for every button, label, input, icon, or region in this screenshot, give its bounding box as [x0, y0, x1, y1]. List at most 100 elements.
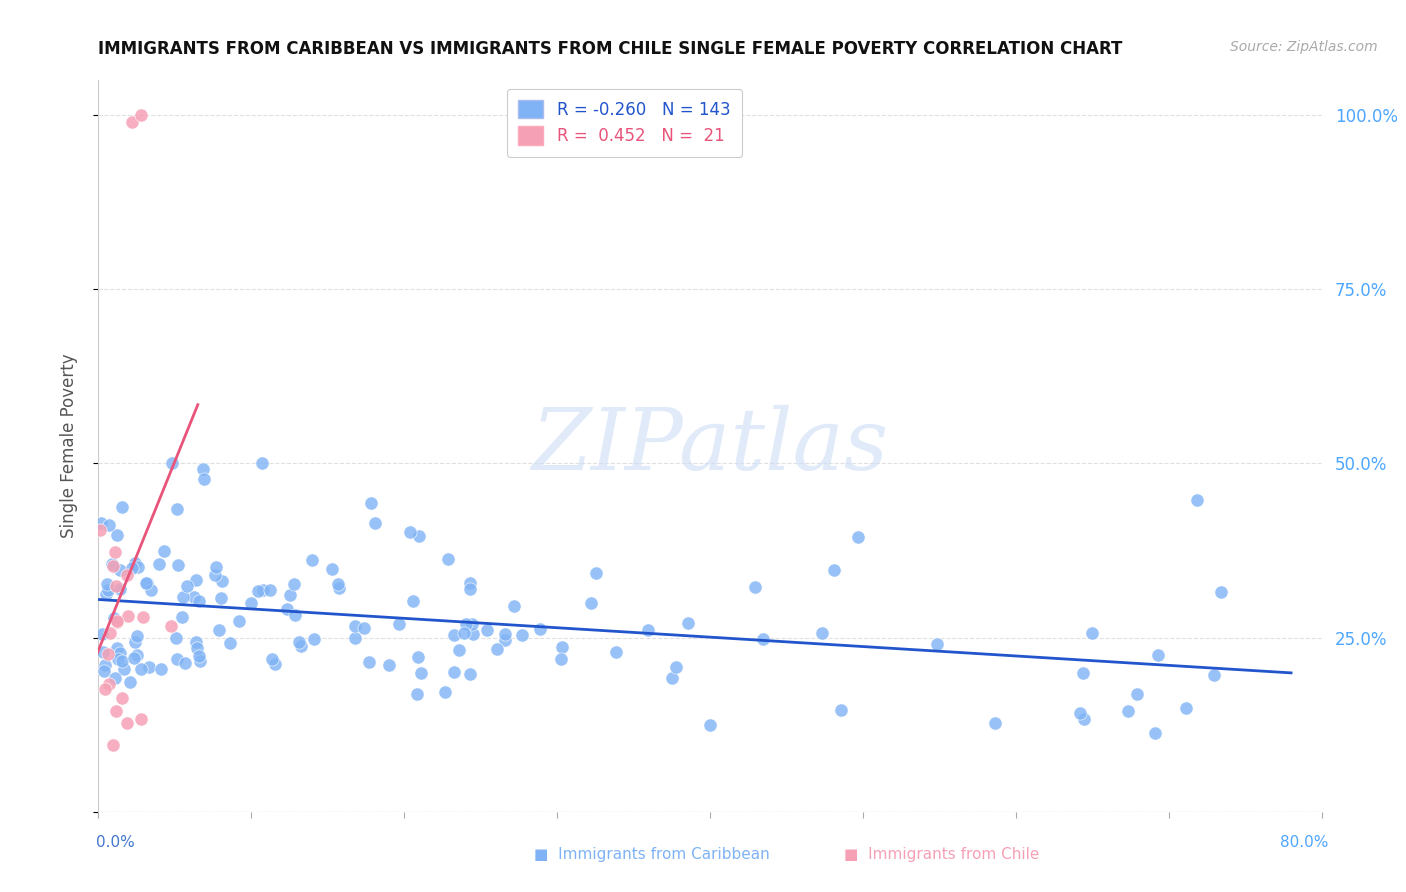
- Point: [186, 640, 208, 655]
- Point: [110, 563, 132, 577]
- Point: [485, 641, 508, 656]
- Point: [260, 651, 283, 665]
- Point: [1175, 701, 1198, 715]
- Point: [406, 650, 429, 665]
- Point: [811, 626, 834, 640]
- Point: [823, 563, 845, 577]
- Point: [101, 558, 124, 573]
- Point: [302, 632, 325, 646]
- Point: [205, 559, 228, 574]
- Point: [494, 627, 516, 641]
- Point: [135, 575, 157, 590]
- Point: [101, 557, 124, 571]
- Point: [443, 627, 465, 641]
- Point: [449, 642, 471, 657]
- Point: [276, 602, 298, 616]
- Point: [551, 640, 574, 654]
- Point: [149, 662, 172, 676]
- Point: [278, 588, 301, 602]
- Point: [399, 524, 422, 539]
- Point: [846, 530, 869, 544]
- Point: [209, 591, 232, 606]
- Point: [120, 674, 142, 689]
- Point: [344, 631, 367, 645]
- Point: [184, 573, 207, 587]
- Point: [360, 496, 382, 510]
- Point: [91, 627, 114, 641]
- Point: [550, 652, 572, 666]
- Point: [188, 654, 211, 668]
- Point: [172, 591, 194, 605]
- Point: [103, 610, 125, 624]
- Point: [239, 596, 262, 610]
- Point: [184, 635, 207, 649]
- Point: [1211, 584, 1233, 599]
- Point: [510, 627, 533, 641]
- Point: [463, 627, 485, 641]
- Point: [436, 552, 458, 566]
- Point: [166, 501, 188, 516]
- Point: [104, 705, 127, 719]
- Point: [228, 614, 250, 628]
- Point: [259, 582, 281, 597]
- Point: [585, 566, 607, 580]
- Point: [744, 580, 766, 594]
- Point: [328, 582, 350, 596]
- Point: [108, 582, 131, 596]
- Point: [129, 712, 152, 726]
- Point: [699, 718, 721, 732]
- Point: [94, 681, 117, 696]
- Point: [139, 582, 162, 597]
- Point: [409, 666, 432, 681]
- Point: [503, 599, 526, 613]
- Point: [166, 652, 188, 666]
- Point: [103, 738, 125, 752]
- Text: 0.0%: 0.0%: [96, 836, 135, 850]
- Point: [252, 457, 274, 471]
- Point: [165, 632, 187, 646]
- Point: [283, 576, 305, 591]
- Point: [93, 665, 115, 679]
- Point: [461, 617, 484, 632]
- Point: [97, 582, 120, 597]
- Point: [187, 594, 209, 608]
- Point: [104, 544, 127, 558]
- Point: [434, 684, 457, 698]
- Point: [193, 472, 215, 486]
- Point: [752, 632, 775, 646]
- Point: [1071, 666, 1094, 681]
- Point: [252, 582, 274, 597]
- Point: [105, 528, 128, 542]
- Point: [111, 500, 134, 514]
- Point: [344, 618, 367, 632]
- Point: [353, 621, 375, 635]
- Point: [637, 624, 659, 638]
- Point: [105, 641, 128, 656]
- Point: [284, 607, 307, 622]
- Point: [288, 634, 311, 648]
- Point: [176, 578, 198, 592]
- Point: [247, 583, 270, 598]
- Point: [454, 616, 477, 631]
- Point: [405, 687, 427, 701]
- Point: [193, 462, 215, 476]
- Point: [665, 660, 688, 674]
- Point: [108, 646, 131, 660]
- Point: [458, 576, 481, 591]
- Point: [97, 647, 120, 661]
- Point: [321, 561, 343, 575]
- Point: [458, 582, 481, 597]
- Point: [148, 557, 170, 571]
- Point: [105, 615, 128, 629]
- Point: [105, 579, 128, 593]
- Point: [830, 703, 852, 717]
- Point: [173, 657, 195, 671]
- Point: [152, 544, 174, 558]
- Point: [129, 662, 152, 676]
- Point: [138, 660, 160, 674]
- Point: [388, 616, 411, 631]
- Point: [1073, 712, 1095, 726]
- Y-axis label: Single Female Poverty: Single Female Poverty: [59, 354, 77, 538]
- Point: [1143, 726, 1166, 740]
- Point: [112, 662, 135, 676]
